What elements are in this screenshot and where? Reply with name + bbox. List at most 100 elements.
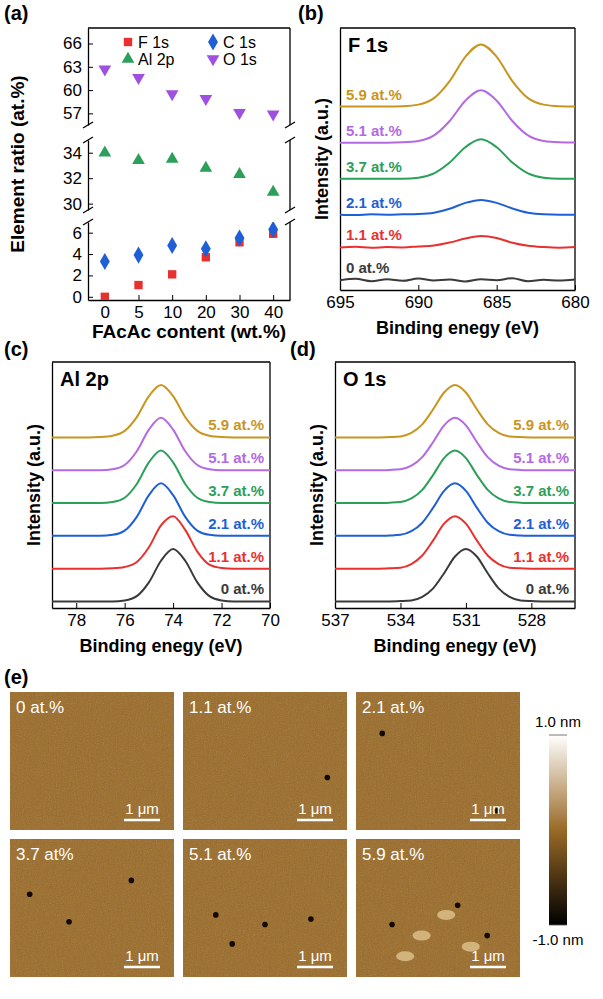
- series-label: 3.7 at.%: [513, 482, 569, 499]
- image-label: 3.7 at%: [16, 845, 74, 864]
- colorbar: [549, 735, 567, 925]
- spectrum-line: [335, 385, 575, 437]
- tick-label: 70: [261, 611, 280, 630]
- axis-break: [285, 137, 295, 143]
- tick-label: 76: [116, 611, 135, 630]
- tick-label: 0: [101, 303, 110, 322]
- spectrum-line: [340, 278, 575, 281]
- marker: [233, 167, 246, 178]
- series-label: 2.1 at.%: [346, 194, 402, 211]
- marker: [166, 90, 179, 101]
- x-axis: 695690685680: [326, 285, 589, 312]
- tick-mark: [273, 295, 274, 300]
- scale-bar: [297, 819, 333, 822]
- y-axis-title: Intensity (a.u.): [24, 424, 44, 546]
- afm-bump: [437, 910, 455, 920]
- tick: 528: [518, 603, 546, 630]
- x-axis: 537534531528: [321, 603, 575, 630]
- afm-texture: [10, 839, 174, 977]
- x-axis-title: Binding enegy (eV): [373, 636, 536, 656]
- x-axis-title: FAcAc content (wt.%): [92, 321, 286, 342]
- tick: 0: [73, 288, 93, 307]
- tick-label: 10: [163, 303, 182, 322]
- axis-line: [340, 29, 341, 291]
- plot-area: [98, 65, 279, 121]
- x-axis: 7876747270: [53, 603, 280, 630]
- tick-mark: [88, 254, 93, 255]
- afm-texture: [356, 692, 520, 830]
- tick-label: 685: [483, 293, 511, 312]
- tick-mark: [88, 44, 93, 45]
- frame-line: [88, 27, 290, 28]
- y-axis: [335, 363, 336, 609]
- tick: 4: [73, 245, 93, 264]
- tick-mark: [222, 603, 223, 608]
- tick: 6: [73, 224, 93, 243]
- marker: [199, 95, 212, 106]
- axis-break: [83, 122, 93, 128]
- image-label: 1.1 at.%: [189, 698, 251, 717]
- tick: 685: [483, 285, 511, 312]
- tick-mark: [172, 295, 173, 300]
- axis-line: [88, 141, 89, 211]
- x-axis: 0510203040: [89, 295, 291, 322]
- marker: [199, 161, 212, 172]
- tick: 57: [63, 104, 93, 123]
- series-label: 1.1 at.%: [208, 548, 264, 565]
- tick-mark: [466, 603, 467, 608]
- tick: 30: [63, 195, 93, 214]
- series-label: 1.1 at.%: [513, 548, 569, 565]
- axis-line: [335, 363, 336, 609]
- frame-line: [269, 362, 270, 608]
- tick-label: 4: [73, 245, 82, 264]
- scale-bar: [470, 966, 506, 969]
- tick: 34: [63, 144, 93, 163]
- axis-line: [88, 29, 89, 126]
- tick-mark: [88, 178, 93, 179]
- tick-label: 5: [134, 303, 143, 322]
- y-axis: 0246: [73, 223, 93, 307]
- afm-pit: [229, 941, 235, 947]
- frame-line: [289, 222, 290, 300]
- y-axis-title: Intensity (a.u.): [307, 424, 327, 546]
- legend-label: Al 2p: [138, 51, 175, 68]
- afm-pit: [66, 919, 72, 925]
- x-axis-title: Binding enegy (eV): [376, 318, 539, 338]
- tick-mark: [206, 295, 207, 300]
- tick-label: 528: [518, 611, 546, 630]
- series-label: 5.1 at.%: [513, 449, 569, 466]
- y-axis: [52, 363, 53, 609]
- axis-break: [285, 219, 295, 225]
- y-axis: [340, 29, 341, 291]
- series-label: 5.1 at.%: [208, 449, 264, 466]
- tick-label: 20: [197, 303, 216, 322]
- series-label: 2.1 at.%: [513, 515, 569, 532]
- tick: 60: [63, 81, 93, 100]
- scale-bar: [124, 966, 160, 969]
- tick-mark: [497, 285, 498, 290]
- axis-line: [341, 290, 576, 291]
- tick-label: 534: [387, 611, 415, 630]
- marker: [267, 110, 280, 121]
- tick-label: 531: [452, 611, 480, 630]
- tick-label: 72: [213, 611, 232, 630]
- tick-mark: [139, 295, 140, 300]
- panel-letter: (a): [4, 2, 28, 24]
- afm-pit: [484, 933, 490, 939]
- legend-label: C 1s: [223, 34, 256, 51]
- scale-bar-label: 1 μm: [125, 947, 159, 964]
- scale-bar-label: 1 μm: [125, 800, 159, 817]
- afm-texture: [183, 839, 347, 977]
- frame-line: [289, 28, 290, 125]
- axis-line: [88, 223, 89, 301]
- scale-bar-label: 1 μm: [298, 800, 332, 817]
- afm-pit: [389, 922, 395, 928]
- series-label: 5.1 at.%: [346, 122, 402, 139]
- tick-label: 63: [63, 58, 82, 77]
- legend-marker: [124, 38, 132, 46]
- tick-mark: [418, 285, 419, 290]
- series-label: 5.9 at.%: [346, 86, 402, 103]
- legend-marker: [122, 52, 135, 63]
- axis-break: [285, 207, 295, 213]
- afm-surface: [183, 839, 347, 977]
